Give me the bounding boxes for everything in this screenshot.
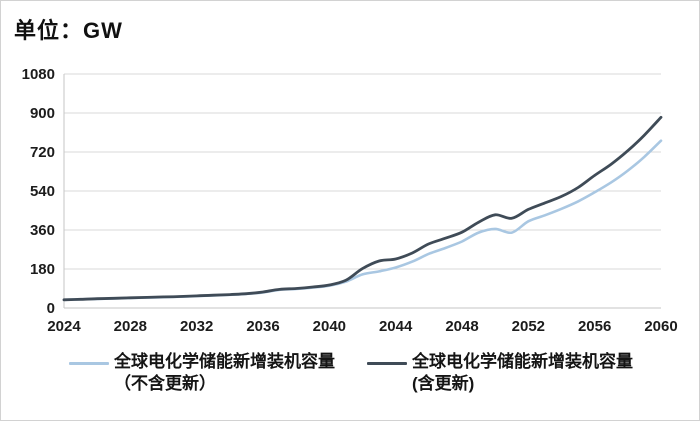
x-tick-label: 2056 — [578, 318, 611, 335]
x-tick-label: 2028 — [114, 318, 147, 335]
legend-label-excluding-renewal: 全球电化学储能新增装机容量 （不含更新） — [114, 351, 335, 395]
legend-label-line1: 全球电化学储能新增装机容量 — [412, 352, 633, 371]
x-tick-label: 2040 — [313, 318, 346, 335]
legend-label-line2: （不含更新） — [114, 374, 216, 393]
legend-label-line2: (含更新) — [412, 374, 475, 393]
chart-legend: 全球电化学储能新增装机容量 （不含更新） 全球电化学储能新增装机容量 (含更新) — [1, 351, 699, 395]
legend-line-swatch-dark — [367, 362, 407, 365]
line-chart: 0 180 360 540 720 900 1080 2024 2028 2032 2036 2040… — [22, 66, 678, 335]
y-tick-label: 720 — [30, 144, 55, 161]
legend-entry-excluding-renewal: 全球电化学储能新增装机容量 （不含更新） — [69, 351, 335, 395]
legend-label-including-renewal: 全球电化学储能新增装机容量 (含更新) — [412, 351, 633, 395]
y-tick-label: 540 — [30, 183, 55, 200]
chart-title: 单位：GW — [14, 18, 123, 43]
x-tick-label: 2048 — [445, 318, 478, 335]
y-tick-label: 1080 — [22, 66, 55, 83]
y-tick-label: 0 — [47, 300, 55, 317]
legend-line-swatch-light — [69, 362, 109, 365]
x-tick-label: 2032 — [180, 318, 213, 335]
series-line-including-renewal — [62, 115, 663, 302]
legend-entry-including-renewal: 全球电化学储能新增装机容量 (含更新) — [367, 351, 633, 395]
series-line-excluding-renewal — [62, 139, 663, 302]
y-tick-label: 900 — [30, 105, 55, 122]
x-tick-label: 2024 — [47, 318, 81, 335]
legend-label-line1: 全球电化学储能新增装机容量 — [114, 352, 335, 371]
x-tick-label: 2036 — [246, 318, 279, 335]
x-tick-label: 2060 — [644, 318, 677, 335]
x-tick-label: 2044 — [379, 318, 413, 335]
y-tick-label: 360 — [30, 222, 55, 239]
y-tick-label: 180 — [30, 261, 55, 278]
x-tick-label: 2052 — [512, 318, 545, 335]
